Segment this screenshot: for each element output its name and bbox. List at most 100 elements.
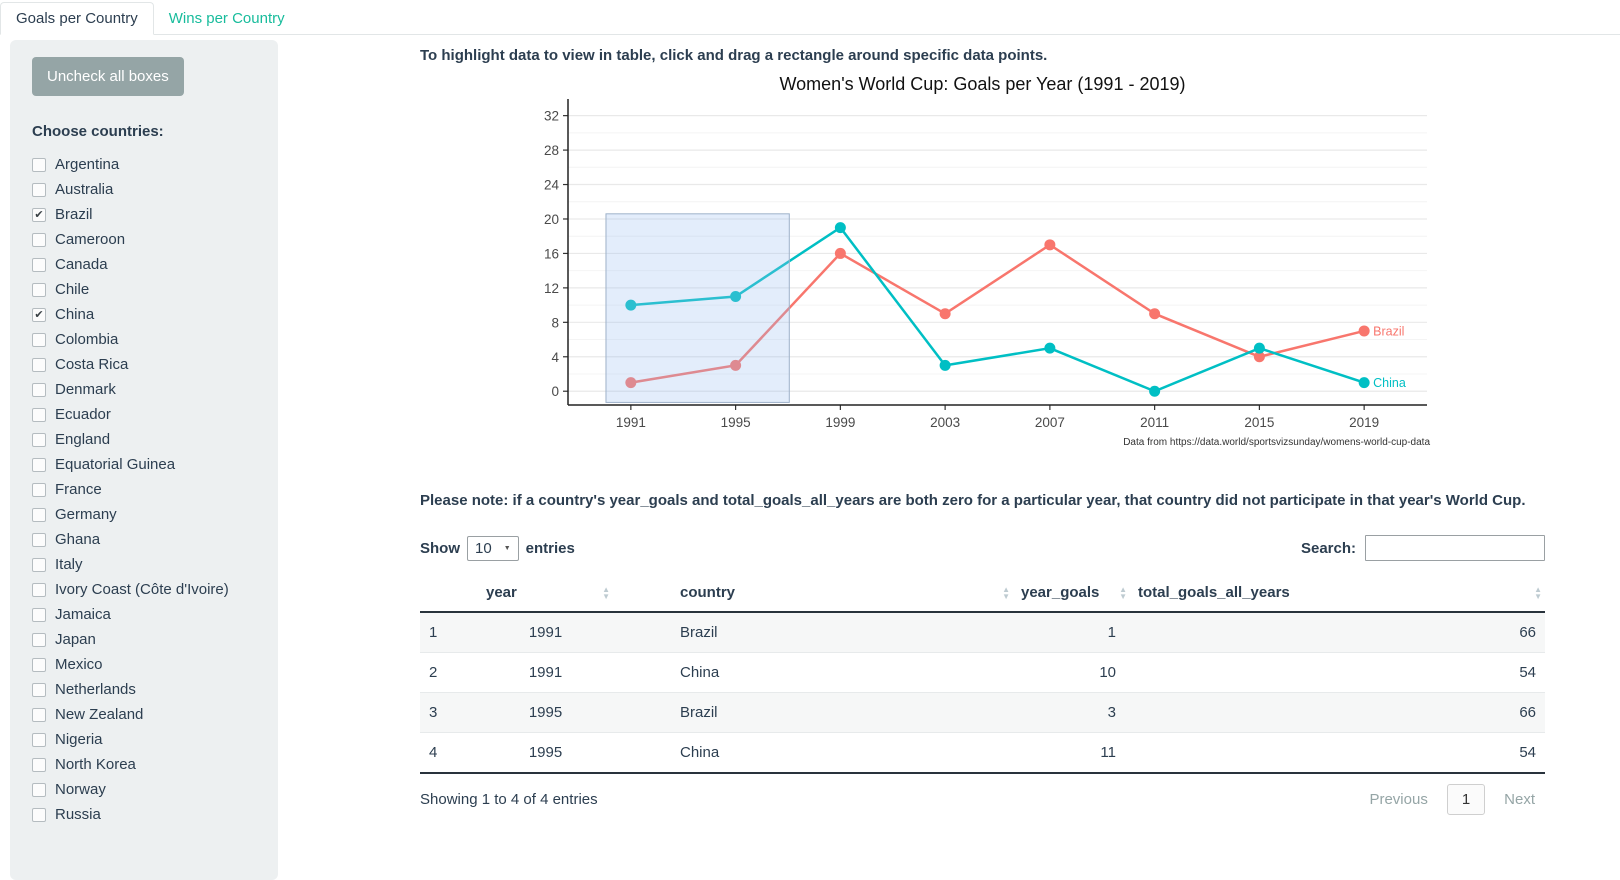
country-label: Ivory Coast (Côte d'Ivoire) [55, 581, 229, 598]
checkbox-icon[interactable] [32, 482, 46, 497]
country-checkbox-australia[interactable]: Australia [32, 177, 264, 202]
tab-goals-per-country[interactable]: Goals per Country [0, 2, 154, 35]
x-tick-label: 2011 [1140, 415, 1169, 430]
sort-icons[interactable]: ▲ ▼ [602, 584, 610, 601]
country-checkbox-netherlands[interactable]: Netherlands [32, 677, 264, 702]
checkbox-icon[interactable] [32, 182, 46, 197]
checkbox-icon[interactable] [32, 432, 46, 447]
table-row-3: 3 1995 Brazil 3 66 [420, 692, 1545, 733]
country-checkbox-ecuador[interactable]: Ecuador [32, 402, 264, 427]
column-header-country[interactable]: country ▲ ▼ [613, 574, 1013, 613]
page-1-button[interactable]: 1 [1446, 784, 1486, 815]
country-checkbox-mexico[interactable]: Mexico [32, 652, 264, 677]
checkbox-icon[interactable] [32, 457, 46, 472]
checkbox-icon[interactable] [32, 682, 46, 697]
page-length-select[interactable]: 10 ▼ [467, 535, 519, 561]
checkbox-icon[interactable] [32, 557, 46, 572]
brazil-point[interactable] [834, 247, 846, 259]
china-point[interactable] [1044, 342, 1056, 354]
brazil-point[interactable] [1253, 351, 1265, 363]
checkbox-icon[interactable] [32, 757, 46, 772]
checkbox-icon[interactable] [32, 582, 46, 597]
country-checkbox-russia[interactable]: Russia [32, 802, 264, 827]
country-checkbox-equatorial-guinea[interactable]: Equatorial Guinea [32, 452, 264, 477]
china-point[interactable] [1149, 385, 1161, 397]
checkbox-icon[interactable] [32, 357, 46, 372]
country-checkbox-costa-rica[interactable]: Costa Rica [32, 352, 264, 377]
country-checkbox-norway[interactable]: Norway [32, 777, 264, 802]
checkbox-icon[interactable] [32, 782, 46, 797]
country-checkbox-ghana[interactable]: Ghana [32, 527, 264, 552]
brazil-point[interactable] [939, 308, 951, 320]
checkbox-icon[interactable] [32, 157, 46, 172]
country-checkbox-denmark[interactable]: Denmark [32, 377, 264, 402]
brazil-point[interactable] [1044, 239, 1056, 251]
country-checkbox-china[interactable]: ✔ China [32, 302, 264, 327]
checkbox-icon[interactable] [32, 232, 46, 247]
country-checkbox-new-zealand[interactable]: New Zealand [32, 702, 264, 727]
checkbox-icon[interactable] [32, 382, 46, 397]
checkbox-icon[interactable] [32, 407, 46, 422]
brazil-point[interactable] [730, 359, 742, 371]
search-input[interactable] [1365, 535, 1545, 561]
checkbox-icon[interactable] [32, 707, 46, 722]
country-checkbox-jamaica[interactable]: Jamaica [32, 602, 264, 627]
previous-page-button[interactable]: Previous [1369, 791, 1428, 808]
checkbox-checked-icon[interactable]: ✔ [32, 307, 46, 322]
checkbox-icon[interactable] [32, 632, 46, 647]
checkbox-icon[interactable] [32, 607, 46, 622]
brazil-line [630, 243, 1365, 384]
brazil-point[interactable] [1358, 325, 1370, 337]
country-checkbox-cameroon[interactable]: Cameroon [32, 227, 264, 252]
sort-icons[interactable]: ▲ ▼ [1002, 584, 1010, 601]
brush-selection[interactable] [605, 213, 790, 403]
checkbox-icon[interactable] [32, 657, 46, 672]
sort-icons[interactable]: ▲ ▼ [1534, 584, 1542, 601]
checkbox-icon[interactable] [32, 732, 46, 747]
country-checkbox-brazil[interactable]: ✔ Brazil [32, 202, 264, 227]
china-point[interactable] [1253, 342, 1265, 354]
china-point[interactable] [939, 359, 951, 371]
checkbox-icon[interactable] [32, 507, 46, 522]
table-row-2: 2 1991 China 10 54 [420, 653, 1545, 693]
y-tick-label: 24 [544, 178, 560, 193]
checkbox-icon[interactable] [32, 257, 46, 272]
china-point[interactable] [625, 299, 637, 311]
country-checkbox-germany[interactable]: Germany [32, 502, 264, 527]
brazil-point[interactable] [625, 377, 637, 389]
checkbox-icon[interactable] [32, 332, 46, 347]
china-point[interactable] [730, 290, 742, 302]
sort-icons[interactable]: ▲ ▼ [1119, 584, 1127, 601]
column-header-year_goals[interactable]: year_goals ▲ ▼ [1013, 574, 1130, 613]
y-tick-label: 0 [551, 384, 559, 399]
country-checkbox-nigeria[interactable]: Nigeria [32, 727, 264, 752]
country-checkbox-argentina[interactable]: Argentina [32, 152, 264, 177]
goals-per-year-chart[interactable]: 0 4 8 12 16 20 24 28 32 1991 1995 1999 2003 2007 2011 2… [532, 97, 1542, 435]
country-checkbox-france[interactable]: France [32, 477, 264, 502]
country-checkbox-chile[interactable]: Chile [32, 277, 264, 302]
country-checkbox-colombia[interactable]: Colombia [32, 327, 264, 352]
china-point[interactable] [1358, 377, 1370, 389]
country-checkbox-ivory-coast-c-te-d-ivoire[interactable]: Ivory Coast (Côte d'Ivoire) [32, 577, 264, 602]
checkbox-icon[interactable] [32, 807, 46, 822]
country-checkbox-italy[interactable]: Italy [32, 552, 264, 577]
y-tick-label: 28 [544, 143, 559, 158]
country-checkbox-england[interactable]: England [32, 427, 264, 452]
next-page-button[interactable]: Next [1504, 791, 1535, 808]
show-label: Show [420, 539, 460, 557]
brazil-point[interactable] [1149, 308, 1161, 320]
country-checkbox-japan[interactable]: Japan [32, 627, 264, 652]
country-checkbox-canada[interactable]: Canada [32, 252, 264, 277]
tab-wins-per-country[interactable]: Wins per Country [168, 10, 285, 27]
country-checkbox-north-korea[interactable]: North Korea [32, 752, 264, 777]
column-header-total_goals_all_years[interactable]: total_goals_all_years ▲ ▼ [1130, 574, 1545, 613]
uncheck-all-button[interactable]: Uncheck all boxes [32, 57, 184, 96]
page-length-value: 10 [475, 539, 492, 557]
y-tick-label: 12 [544, 281, 559, 296]
country-label: Mexico [55, 656, 103, 673]
china-point[interactable] [834, 222, 846, 234]
column-header-year[interactable]: year ▲ ▼ [478, 574, 613, 613]
checkbox-icon[interactable] [32, 282, 46, 297]
checkbox-checked-icon[interactable]: ✔ [32, 207, 46, 222]
checkbox-icon[interactable] [32, 532, 46, 547]
